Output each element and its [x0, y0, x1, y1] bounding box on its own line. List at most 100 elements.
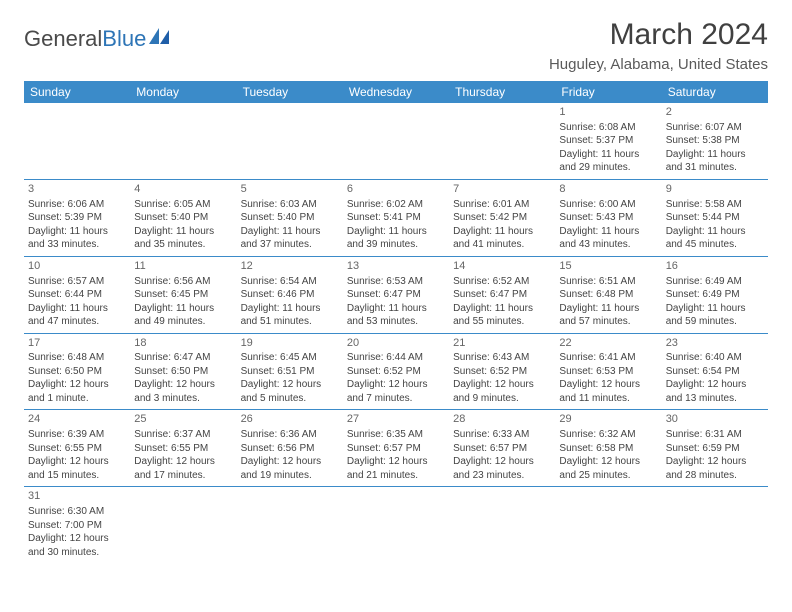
day-number: 4 — [134, 182, 232, 197]
sail-icon — [149, 26, 171, 52]
sunrise-text: Sunrise: 6:39 AM — [28, 428, 126, 442]
calendar-cell: 6Sunrise: 6:02 AMSunset: 5:41 PMDaylight… — [343, 179, 449, 256]
daylight-text: Daylight: 11 hours and 37 minutes. — [241, 225, 339, 252]
logo: GeneralBlue — [24, 26, 171, 52]
calendar-cell — [343, 103, 449, 179]
calendar-cell: 10Sunrise: 6:57 AMSunset: 6:44 PMDayligh… — [24, 256, 130, 333]
daylight-text: Daylight: 11 hours and 49 minutes. — [134, 302, 232, 329]
calendar-cell: 24Sunrise: 6:39 AMSunset: 6:55 PMDayligh… — [24, 410, 130, 487]
location: Huguley, Alabama, United States — [549, 56, 768, 73]
calendar-cell: 29Sunrise: 6:32 AMSunset: 6:58 PMDayligh… — [555, 410, 661, 487]
daylight-text: Daylight: 11 hours and 35 minutes. — [134, 225, 232, 252]
sunrise-text: Sunrise: 6:53 AM — [347, 275, 445, 289]
calendar-cell: 31Sunrise: 6:30 AMSunset: 7:00 PMDayligh… — [24, 487, 130, 563]
daylight-text: Daylight: 12 hours and 11 minutes. — [559, 378, 657, 405]
daylight-text: Daylight: 12 hours and 1 minute. — [28, 378, 126, 405]
sunrise-text: Sunrise: 6:49 AM — [666, 275, 764, 289]
sunset-text: Sunset: 6:53 PM — [559, 365, 657, 379]
calendar-cell — [130, 103, 236, 179]
day-number: 30 — [666, 412, 764, 427]
calendar-cell: 20Sunrise: 6:44 AMSunset: 6:52 PMDayligh… — [343, 333, 449, 410]
calendar-cell: 7Sunrise: 6:01 AMSunset: 5:42 PMDaylight… — [449, 179, 555, 256]
daylight-text: Daylight: 11 hours and 53 minutes. — [347, 302, 445, 329]
day-number: 11 — [134, 259, 232, 274]
day-number: 14 — [453, 259, 551, 274]
sunrise-text: Sunrise: 6:54 AM — [241, 275, 339, 289]
calendar-cell: 19Sunrise: 6:45 AMSunset: 6:51 PMDayligh… — [237, 333, 343, 410]
daylight-text: Daylight: 12 hours and 9 minutes. — [453, 378, 551, 405]
day-number: 24 — [28, 412, 126, 427]
sunrise-text: Sunrise: 6:51 AM — [559, 275, 657, 289]
sunset-text: Sunset: 5:40 PM — [241, 211, 339, 225]
sunset-text: Sunset: 5:43 PM — [559, 211, 657, 225]
daylight-text: Daylight: 12 hours and 30 minutes. — [28, 532, 126, 559]
calendar-cell: 26Sunrise: 6:36 AMSunset: 6:56 PMDayligh… — [237, 410, 343, 487]
daylight-text: Daylight: 12 hours and 23 minutes. — [453, 455, 551, 482]
daylight-text: Daylight: 11 hours and 43 minutes. — [559, 225, 657, 252]
day-number: 13 — [347, 259, 445, 274]
sunrise-text: Sunrise: 6:40 AM — [666, 351, 764, 365]
day-number: 10 — [28, 259, 126, 274]
day-number: 19 — [241, 336, 339, 351]
sunset-text: Sunset: 7:00 PM — [28, 519, 126, 533]
day-number: 12 — [241, 259, 339, 274]
calendar-cell: 18Sunrise: 6:47 AMSunset: 6:50 PMDayligh… — [130, 333, 236, 410]
sunset-text: Sunset: 6:45 PM — [134, 288, 232, 302]
calendar-cell — [237, 103, 343, 179]
sunset-text: Sunset: 5:40 PM — [134, 211, 232, 225]
sunrise-text: Sunrise: 6:05 AM — [134, 198, 232, 212]
sunset-text: Sunset: 6:55 PM — [134, 442, 232, 456]
day-number: 31 — [28, 489, 126, 504]
sunrise-text: Sunrise: 6:06 AM — [28, 198, 126, 212]
day-number: 18 — [134, 336, 232, 351]
sunrise-text: Sunrise: 6:36 AM — [241, 428, 339, 442]
sunrise-text: Sunrise: 6:07 AM — [666, 121, 764, 135]
sunrise-text: Sunrise: 6:57 AM — [28, 275, 126, 289]
day-number: 5 — [241, 182, 339, 197]
calendar-cell: 28Sunrise: 6:33 AMSunset: 6:57 PMDayligh… — [449, 410, 555, 487]
sunrise-text: Sunrise: 6:48 AM — [28, 351, 126, 365]
sunrise-text: Sunrise: 6:03 AM — [241, 198, 339, 212]
sunset-text: Sunset: 6:50 PM — [134, 365, 232, 379]
sunset-text: Sunset: 6:50 PM — [28, 365, 126, 379]
sunset-text: Sunset: 6:52 PM — [347, 365, 445, 379]
daylight-text: Daylight: 12 hours and 5 minutes. — [241, 378, 339, 405]
calendar-cell — [343, 487, 449, 563]
calendar-cell — [449, 103, 555, 179]
calendar-head: SundayMondayTuesdayWednesdayThursdayFrid… — [24, 81, 768, 103]
logo-text-general: General — [24, 26, 102, 52]
calendar-cell: 25Sunrise: 6:37 AMSunset: 6:55 PMDayligh… — [130, 410, 236, 487]
calendar-cell: 22Sunrise: 6:41 AMSunset: 6:53 PMDayligh… — [555, 333, 661, 410]
day-number: 27 — [347, 412, 445, 427]
daylight-text: Daylight: 12 hours and 17 minutes. — [134, 455, 232, 482]
calendar-cell: 13Sunrise: 6:53 AMSunset: 6:47 PMDayligh… — [343, 256, 449, 333]
weekday-header: Monday — [130, 81, 236, 103]
weekday-header: Friday — [555, 81, 661, 103]
calendar-cell: 8Sunrise: 6:00 AMSunset: 5:43 PMDaylight… — [555, 179, 661, 256]
day-number: 22 — [559, 336, 657, 351]
calendar-cell: 16Sunrise: 6:49 AMSunset: 6:49 PMDayligh… — [662, 256, 768, 333]
header: GeneralBlue March 2024 Huguley, Alabama,… — [24, 18, 768, 73]
daylight-text: Daylight: 11 hours and 57 minutes. — [559, 302, 657, 329]
calendar-cell: 9Sunrise: 5:58 AMSunset: 5:44 PMDaylight… — [662, 179, 768, 256]
sunset-text: Sunset: 5:41 PM — [347, 211, 445, 225]
sunset-text: Sunset: 6:46 PM — [241, 288, 339, 302]
calendar-cell: 4Sunrise: 6:05 AMSunset: 5:40 PMDaylight… — [130, 179, 236, 256]
sunset-text: Sunset: 6:51 PM — [241, 365, 339, 379]
calendar-cell: 27Sunrise: 6:35 AMSunset: 6:57 PMDayligh… — [343, 410, 449, 487]
day-number: 28 — [453, 412, 551, 427]
sunset-text: Sunset: 6:58 PM — [559, 442, 657, 456]
calendar-cell: 15Sunrise: 6:51 AMSunset: 6:48 PMDayligh… — [555, 256, 661, 333]
daylight-text: Daylight: 11 hours and 45 minutes. — [666, 225, 764, 252]
daylight-text: Daylight: 11 hours and 47 minutes. — [28, 302, 126, 329]
day-number: 29 — [559, 412, 657, 427]
sunrise-text: Sunrise: 6:52 AM — [453, 275, 551, 289]
daylight-text: Daylight: 11 hours and 51 minutes. — [241, 302, 339, 329]
sunset-text: Sunset: 6:52 PM — [453, 365, 551, 379]
calendar-table: SundayMondayTuesdayWednesdayThursdayFrid… — [24, 81, 768, 563]
calendar-cell: 23Sunrise: 6:40 AMSunset: 6:54 PMDayligh… — [662, 333, 768, 410]
sunrise-text: Sunrise: 6:45 AM — [241, 351, 339, 365]
sunrise-text: Sunrise: 6:00 AM — [559, 198, 657, 212]
sunrise-text: Sunrise: 6:01 AM — [453, 198, 551, 212]
daylight-text: Daylight: 11 hours and 29 minutes. — [559, 148, 657, 175]
